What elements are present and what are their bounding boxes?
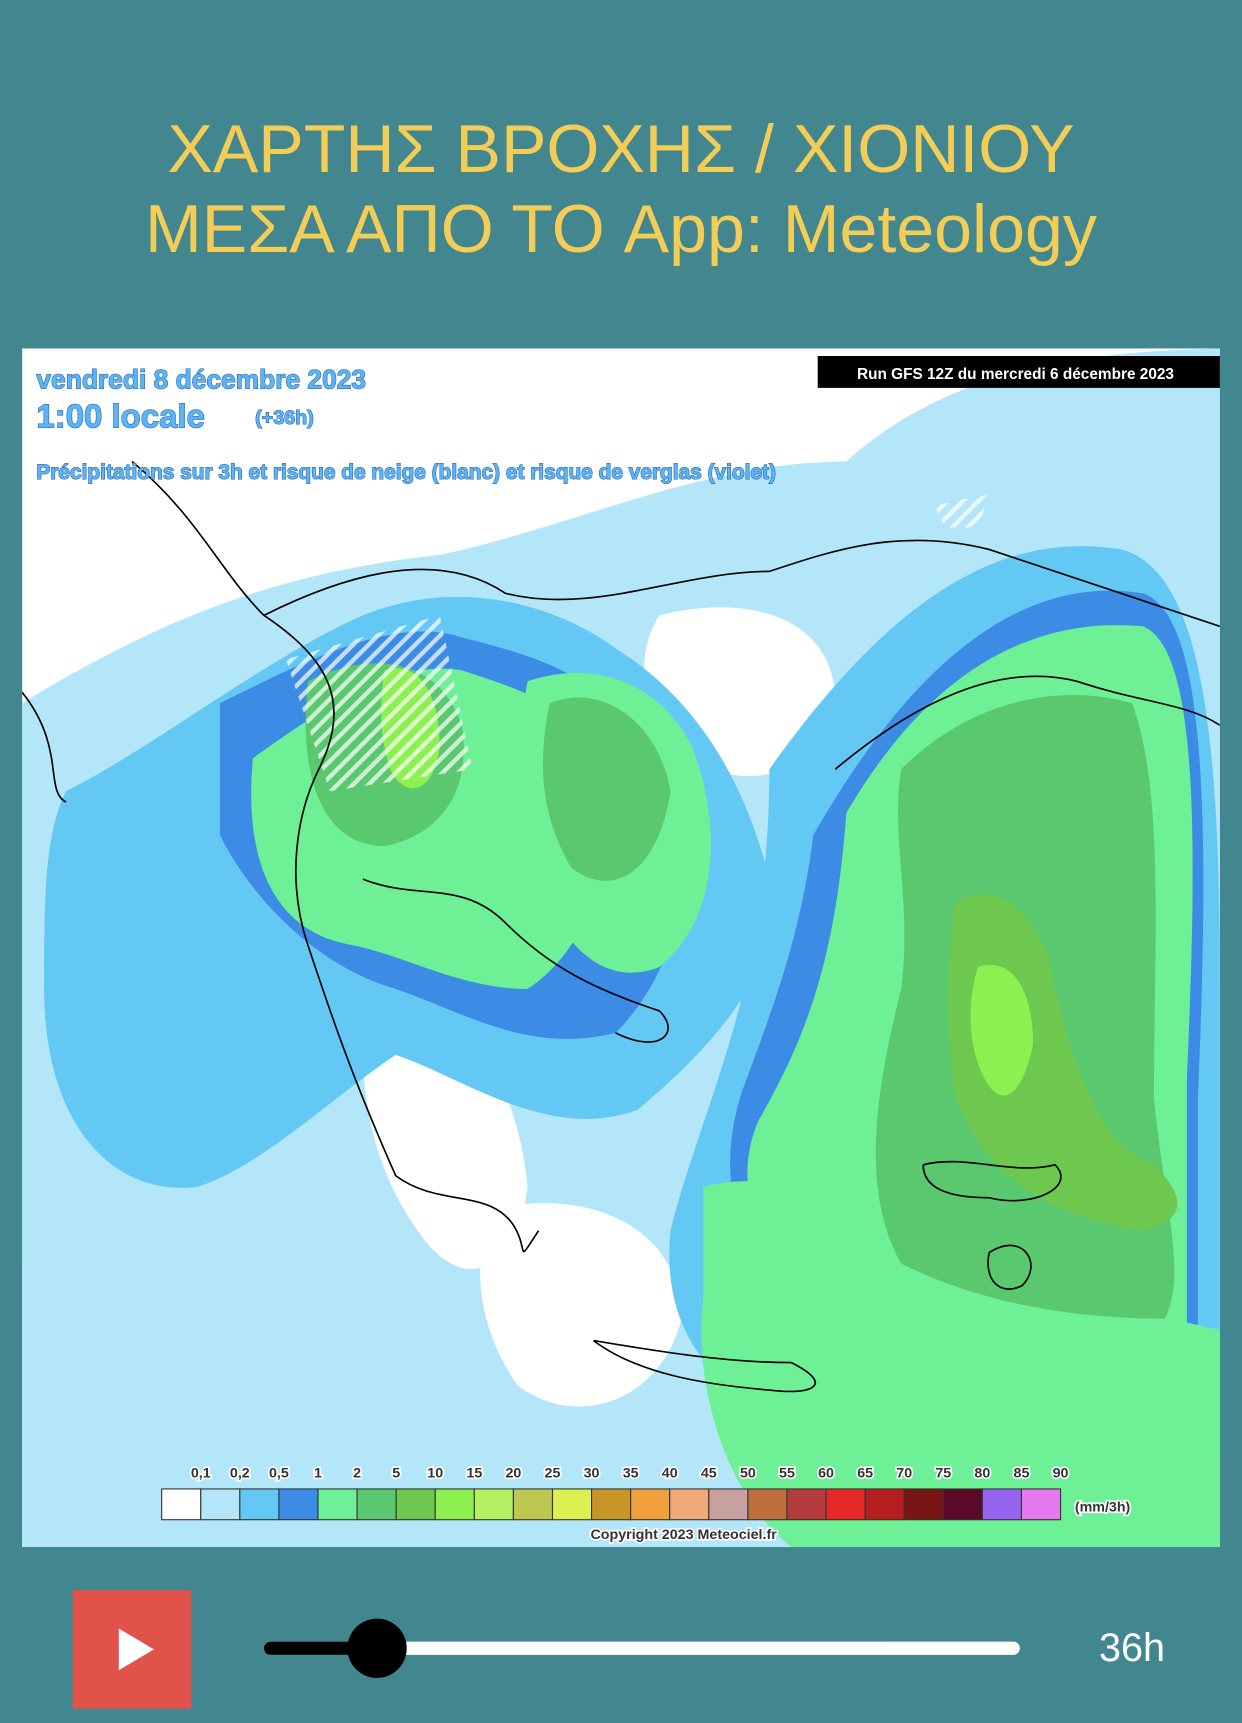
legend-swatch bbox=[551, 1488, 593, 1521]
legend-label: 25 bbox=[545, 1465, 561, 1481]
legend-label: 75 bbox=[935, 1465, 951, 1481]
legend-label: 30 bbox=[584, 1465, 600, 1481]
legend-swatch bbox=[161, 1488, 202, 1521]
legend-label: 35 bbox=[623, 1465, 639, 1481]
legend-swatch bbox=[591, 1488, 632, 1521]
legend-label: 0,2 bbox=[230, 1465, 250, 1481]
legend-label: 1 bbox=[314, 1465, 322, 1481]
legend-label: 50 bbox=[740, 1465, 756, 1481]
map-offset: (+36h) bbox=[255, 407, 314, 429]
legend-swatch bbox=[434, 1488, 475, 1521]
legend-swatch bbox=[825, 1488, 866, 1521]
map-date: vendredi 8 décembre 2023 bbox=[36, 364, 366, 394]
legend-swatch bbox=[669, 1488, 710, 1521]
weather-map bbox=[22, 348, 1220, 1548]
legend-swatch bbox=[903, 1488, 944, 1521]
legend-label: 0,5 bbox=[269, 1465, 289, 1481]
header bbox=[0, 0, 1242, 349]
time-label: 36h bbox=[1099, 1626, 1165, 1670]
legend-swatch bbox=[356, 1488, 397, 1521]
legend-label: 65 bbox=[857, 1465, 873, 1481]
legend-swatch bbox=[1020, 1488, 1062, 1521]
run-label: Run GFS 12Z du mercredi 6 décembre 2023 bbox=[857, 366, 1174, 383]
legend-label: 20 bbox=[505, 1465, 521, 1481]
title: ΜΕΣΑ ΑΠΟ ΤΟ App: Meteology bbox=[145, 191, 1097, 267]
legend-label: 85 bbox=[1014, 1465, 1030, 1481]
legend-swatch bbox=[786, 1488, 827, 1521]
legend-label: 45 bbox=[701, 1465, 717, 1481]
legend-swatch bbox=[708, 1488, 749, 1521]
legend-label: 0,1 bbox=[191, 1465, 211, 1481]
slider-knob[interactable] bbox=[347, 1618, 407, 1678]
legend-swatch bbox=[864, 1488, 905, 1521]
run-box bbox=[817, 356, 1220, 388]
legend-label: 90 bbox=[1053, 1465, 1069, 1481]
legend-label: 5 bbox=[392, 1465, 400, 1481]
legend-swatch bbox=[200, 1488, 241, 1521]
player-bar bbox=[0, 1547, 1242, 1723]
legend-swatch bbox=[317, 1488, 358, 1521]
legend-label: 70 bbox=[896, 1465, 912, 1481]
legend-swatch bbox=[512, 1488, 554, 1521]
legend-swatch bbox=[981, 1488, 1023, 1521]
legend-label: 55 bbox=[779, 1465, 795, 1481]
legend-label: 60 bbox=[818, 1465, 834, 1481]
map-description: Précipitations sur 3h et risque de neige… bbox=[36, 461, 776, 484]
legend-label: 10 bbox=[427, 1465, 443, 1481]
legend-label: 15 bbox=[466, 1465, 482, 1481]
legend-swatch bbox=[239, 1488, 280, 1521]
legend-swatch bbox=[395, 1488, 436, 1521]
legend-swatch bbox=[747, 1488, 788, 1521]
legend-swatch bbox=[278, 1488, 319, 1521]
map-time: 1:00 locale bbox=[36, 397, 205, 434]
play-icon bbox=[118, 1628, 154, 1671]
legend-swatch bbox=[630, 1488, 671, 1521]
copyright: Copyright 2023 Meteociel.fr bbox=[590, 1527, 777, 1543]
legend: 0,1 0,2 0,5 1 2 5 10 15 20 25 30 35 40 45 50 55 60 65 70 75… bbox=[161, 1464, 1070, 1521]
title: ΧΑΡΤΗΣ ΒΡΟΧΗΣ / ΧΙΟΝΙΟΥ bbox=[167, 111, 1074, 187]
legend-swatch bbox=[942, 1488, 983, 1521]
legend-unit: (mm/3h) bbox=[1075, 1499, 1131, 1515]
legend-label: 80 bbox=[974, 1465, 990, 1481]
legend-label: 2 bbox=[353, 1465, 361, 1481]
legend-label: 40 bbox=[662, 1465, 678, 1481]
legend-swatch bbox=[473, 1488, 514, 1521]
